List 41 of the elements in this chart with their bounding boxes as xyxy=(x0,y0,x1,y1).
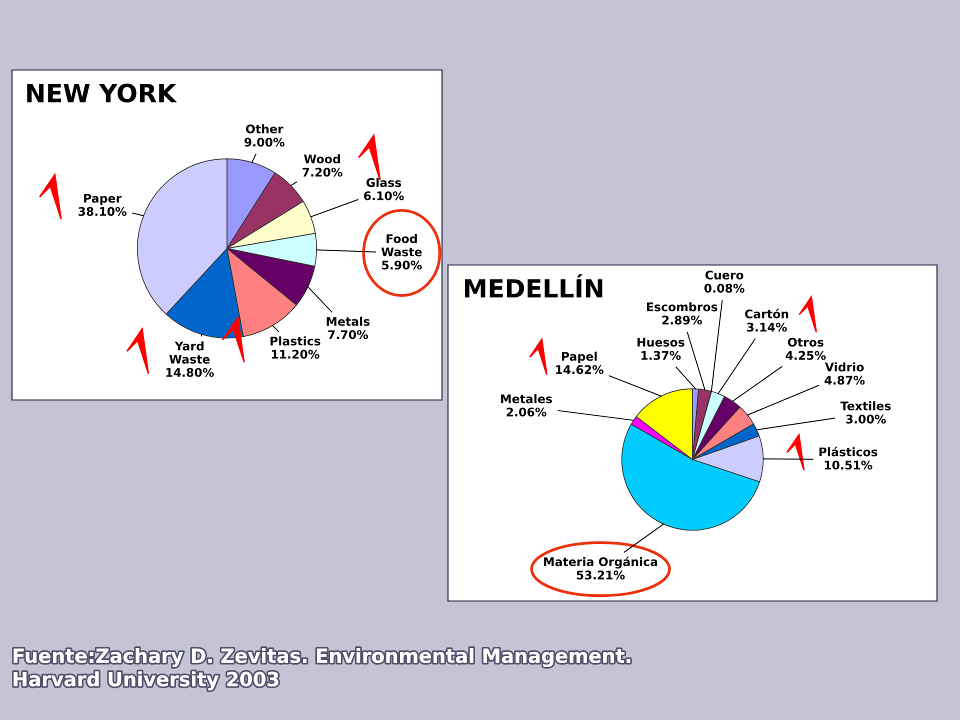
slice-label: Materia Orgánica xyxy=(544,556,658,569)
slice-label: Escombros xyxy=(647,302,718,312)
data-label: 4.87% xyxy=(824,376,865,385)
slice-label: Metales xyxy=(501,394,552,404)
data-label: 3.00% xyxy=(846,414,886,424)
data-label: 5.90% xyxy=(382,260,422,270)
data-label: 11.20% xyxy=(272,350,320,359)
data-label: 10.51% xyxy=(824,460,872,470)
slice-label: Other xyxy=(246,124,284,134)
slice-label: Food Waste xyxy=(381,234,422,256)
data-label: 38.10% xyxy=(78,207,127,216)
data-label: 14.80% xyxy=(166,368,214,377)
chart-title: MEDELLÍN xyxy=(464,274,602,298)
data-label: 7.70% xyxy=(328,330,368,340)
data-label: 2.06% xyxy=(506,408,546,417)
data-label: 1.37% xyxy=(642,350,681,360)
data-label: 7.20% xyxy=(302,168,342,177)
slice-label: Paper xyxy=(84,194,122,206)
data-label: 9.00% xyxy=(244,138,284,147)
data-label: 0.08% xyxy=(704,284,744,293)
data-label: 53.21% xyxy=(576,570,625,580)
source-note: Fuente:Zachary D. Zevitas. Environmental Management. Harvard University 2003 xyxy=(14,648,630,690)
slice-label: Vidrio xyxy=(824,362,864,372)
chart-title: NEW YORK xyxy=(27,84,178,103)
data-label: 6.10% xyxy=(364,191,404,200)
slice-label: Cuero xyxy=(705,270,744,280)
data-label: 3.14% xyxy=(747,322,787,332)
slice-label: Plásticos xyxy=(819,446,878,456)
slice-label: Plastics xyxy=(270,336,320,346)
slice-label: Metals xyxy=(326,316,370,326)
slice-label: Textiles xyxy=(840,401,891,410)
data-label: 4.25% xyxy=(786,350,826,360)
slice-label: Huesos xyxy=(638,338,684,347)
slice-label: Papel xyxy=(562,352,597,364)
slice-label: Cartón xyxy=(745,308,788,318)
slice-label: Yard Waste xyxy=(169,341,210,364)
slice-label: Glass xyxy=(366,178,402,188)
data-label: 2.89% xyxy=(662,316,702,325)
data-label: 14.62% xyxy=(556,365,604,374)
slice-label: Wood xyxy=(304,154,340,164)
slice-label: Otros xyxy=(788,338,824,347)
